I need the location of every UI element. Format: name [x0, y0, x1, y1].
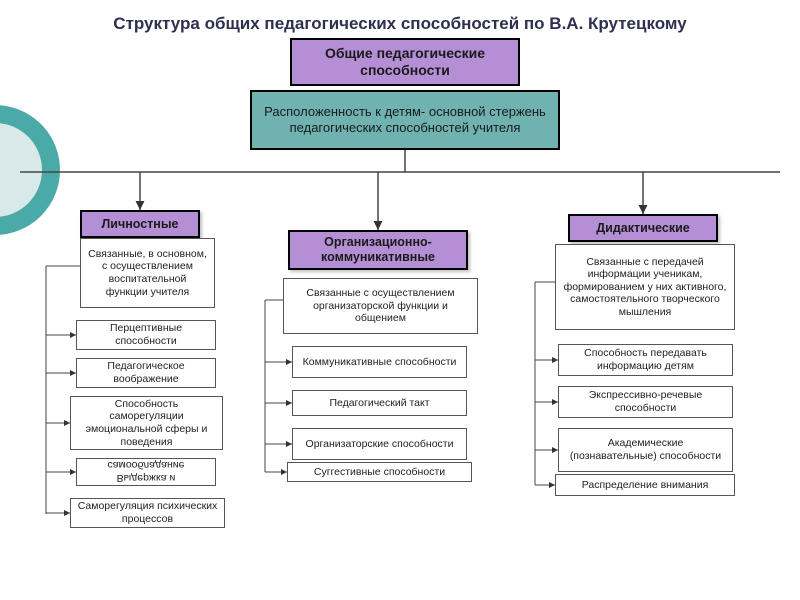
core-box: Расположенность к детям- основной стерже… [250, 90, 560, 150]
left-desc: Связанные, в основном, с осуществлением … [80, 238, 215, 308]
right-item-1: Экспрессивно-речевые способности [558, 386, 733, 418]
cat-left-header: Личностные [80, 210, 200, 238]
page-title: Структура общих педагогических способнос… [0, 14, 800, 34]
left-item-2: Способность саморегуляции эмоциональной … [70, 396, 223, 450]
left-item-3: Выдержка и самообладание [76, 458, 216, 486]
mid-item-2: Организаторские способности [292, 428, 467, 460]
mid-item-3: Суггестивные способности [287, 462, 472, 482]
cat-mid-label: Организационно-коммуникативные [296, 235, 460, 265]
mid-desc: Связанные с осуществлением организаторск… [283, 278, 478, 334]
left-item-0: Перцептивные способности [76, 320, 216, 350]
right-desc: Связанные с передачей информации ученика… [555, 244, 735, 330]
cat-left-label: Личностные [102, 217, 179, 232]
right-item-3: Распределение внимания [555, 474, 735, 496]
right-item-2: Академические (познавательные) способнос… [558, 428, 733, 472]
cat-mid-header: Организационно-коммуникативные [288, 230, 468, 270]
core-text: Расположенность к детям- основной стерже… [258, 104, 552, 135]
decorative-circle [0, 105, 60, 235]
cat-right-label: Дидактические [596, 221, 689, 236]
mid-item-0: Коммуникативные способности [292, 346, 467, 378]
top-header-text: Общие педагогические способности [298, 45, 512, 79]
left-item-4: Саморегуляция психических процессов [70, 498, 225, 528]
mid-item-1: Педагогический такт [292, 390, 467, 416]
left-item-1: Педагогическое воображение [76, 358, 216, 388]
right-item-0: Способность передавать информацию детям [558, 344, 733, 376]
top-header-box: Общие педагогические способности [290, 38, 520, 86]
cat-right-header: Дидактические [568, 214, 718, 242]
